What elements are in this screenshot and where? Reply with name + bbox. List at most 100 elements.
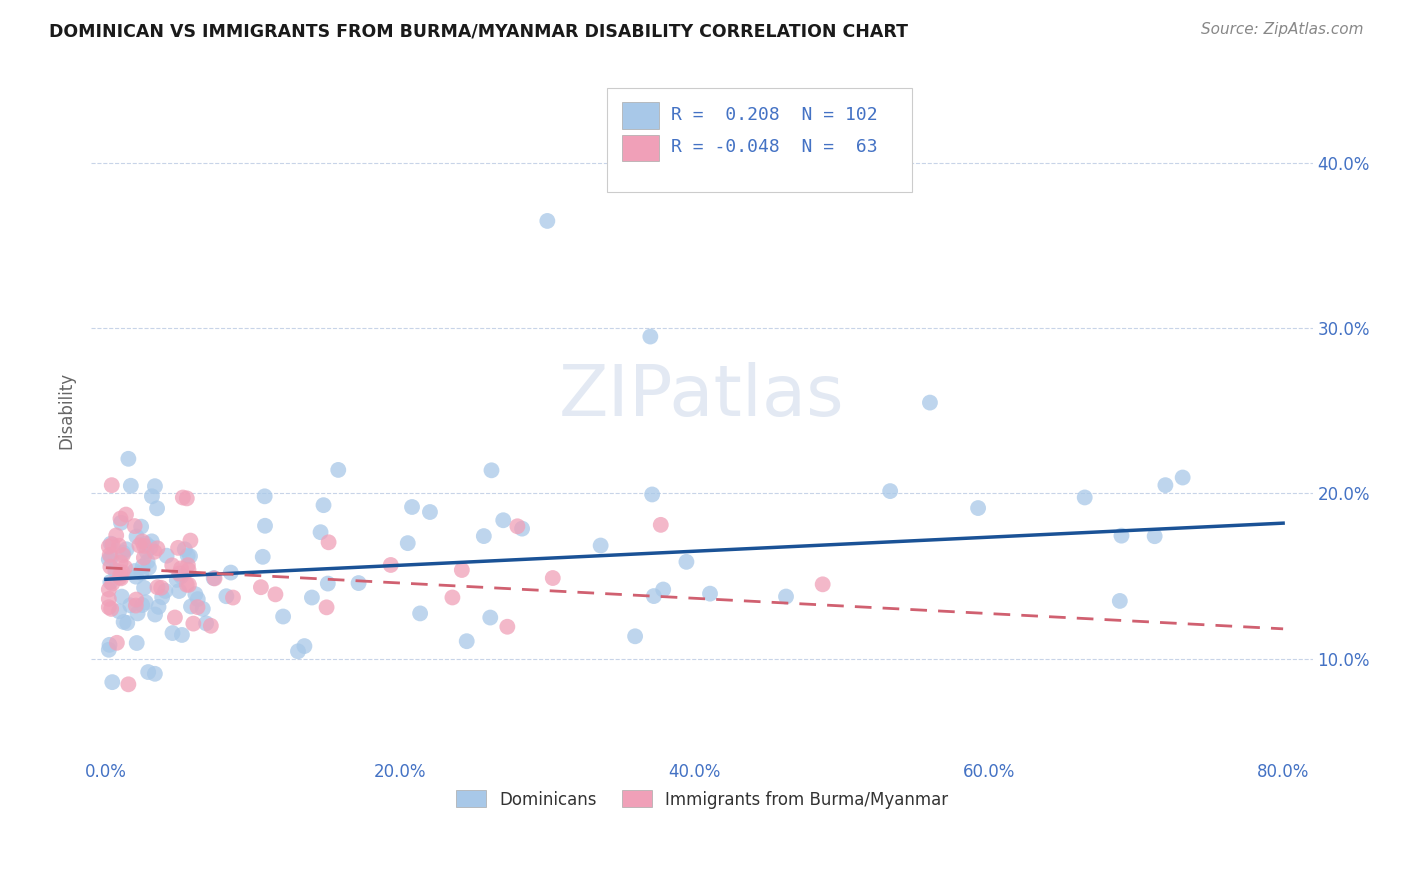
Point <box>132 539 155 553</box>
Point <box>112 615 135 629</box>
Point <box>124 519 146 533</box>
Point <box>146 501 169 516</box>
Point <box>380 558 402 572</box>
Text: DOMINICAN VS IMMIGRANTS FROM BURMA/MYANMAR DISABILITY CORRELATION CHART: DOMINICAN VS IMMIGRANTS FROM BURMA/MYANM… <box>49 22 908 40</box>
Point <box>811 577 834 591</box>
Point <box>204 571 226 585</box>
Point <box>100 550 122 565</box>
Point <box>176 578 198 592</box>
Point <box>110 571 132 585</box>
Point <box>184 587 207 601</box>
Point <box>456 634 478 648</box>
Point <box>315 600 337 615</box>
Point <box>177 549 200 563</box>
Point <box>110 516 132 530</box>
Point <box>187 592 209 607</box>
Point <box>97 582 120 597</box>
Point <box>195 616 218 631</box>
Point <box>100 537 122 551</box>
Point <box>624 629 647 643</box>
Point <box>143 479 166 493</box>
Point <box>131 534 153 549</box>
Point <box>1154 478 1177 492</box>
Point <box>650 517 672 532</box>
Point <box>100 559 122 574</box>
Point <box>108 570 131 584</box>
Point <box>177 563 200 577</box>
Point <box>108 604 131 618</box>
Point <box>589 539 612 553</box>
Point <box>253 518 276 533</box>
Point <box>318 535 340 549</box>
Point <box>328 463 350 477</box>
Point <box>166 573 188 587</box>
Point <box>117 677 139 691</box>
Text: R = -0.048  N =  63: R = -0.048 N = 63 <box>671 138 877 156</box>
Point <box>409 607 432 621</box>
Point <box>287 644 309 658</box>
Point <box>479 610 502 624</box>
Point <box>215 589 238 603</box>
Point <box>450 563 472 577</box>
Point <box>170 569 193 583</box>
Point <box>128 538 150 552</box>
Point <box>200 619 222 633</box>
Text: R =  0.208  N = 102: R = 0.208 N = 102 <box>671 105 877 124</box>
Point <box>110 511 132 525</box>
Y-axis label: Disability: Disability <box>58 372 75 450</box>
Point <box>879 484 901 499</box>
Point <box>125 636 148 650</box>
Point <box>967 501 990 516</box>
Point <box>252 549 274 564</box>
Point <box>1073 491 1095 505</box>
Point <box>101 675 124 690</box>
Point <box>186 600 208 615</box>
Point <box>775 590 797 604</box>
Point <box>124 564 146 578</box>
Point <box>643 589 665 603</box>
Point <box>510 522 533 536</box>
Point <box>97 642 120 657</box>
Point <box>111 566 134 580</box>
Point <box>150 591 173 605</box>
Point <box>135 595 157 609</box>
Point <box>506 519 529 533</box>
Point <box>536 214 558 228</box>
Point <box>1143 529 1166 543</box>
Point <box>100 575 122 590</box>
Point <box>294 639 316 653</box>
Point <box>271 609 294 624</box>
Point <box>156 549 179 563</box>
Point <box>98 638 121 652</box>
Point <box>135 544 157 558</box>
Point <box>441 591 464 605</box>
Point <box>419 505 441 519</box>
Point <box>97 540 120 554</box>
Point <box>250 580 273 594</box>
Point <box>146 541 169 556</box>
Point <box>112 546 135 560</box>
Point <box>202 571 225 585</box>
Point <box>104 564 127 578</box>
Point <box>183 616 205 631</box>
Point <box>141 534 163 549</box>
Point <box>179 549 201 563</box>
Point <box>1111 529 1133 543</box>
Point <box>136 665 159 679</box>
Text: ZIPatlas: ZIPatlas <box>560 362 845 432</box>
Point <box>253 489 276 503</box>
Point <box>105 636 128 650</box>
Point <box>219 566 242 580</box>
Point <box>111 548 134 562</box>
Point <box>652 582 675 597</box>
Point <box>131 598 153 612</box>
Point <box>143 666 166 681</box>
Point <box>141 489 163 503</box>
Point <box>641 487 664 501</box>
Point <box>125 599 148 613</box>
Point <box>110 556 132 570</box>
Point <box>472 529 495 543</box>
Point <box>135 537 157 551</box>
Point <box>120 599 142 613</box>
Point <box>347 576 370 591</box>
